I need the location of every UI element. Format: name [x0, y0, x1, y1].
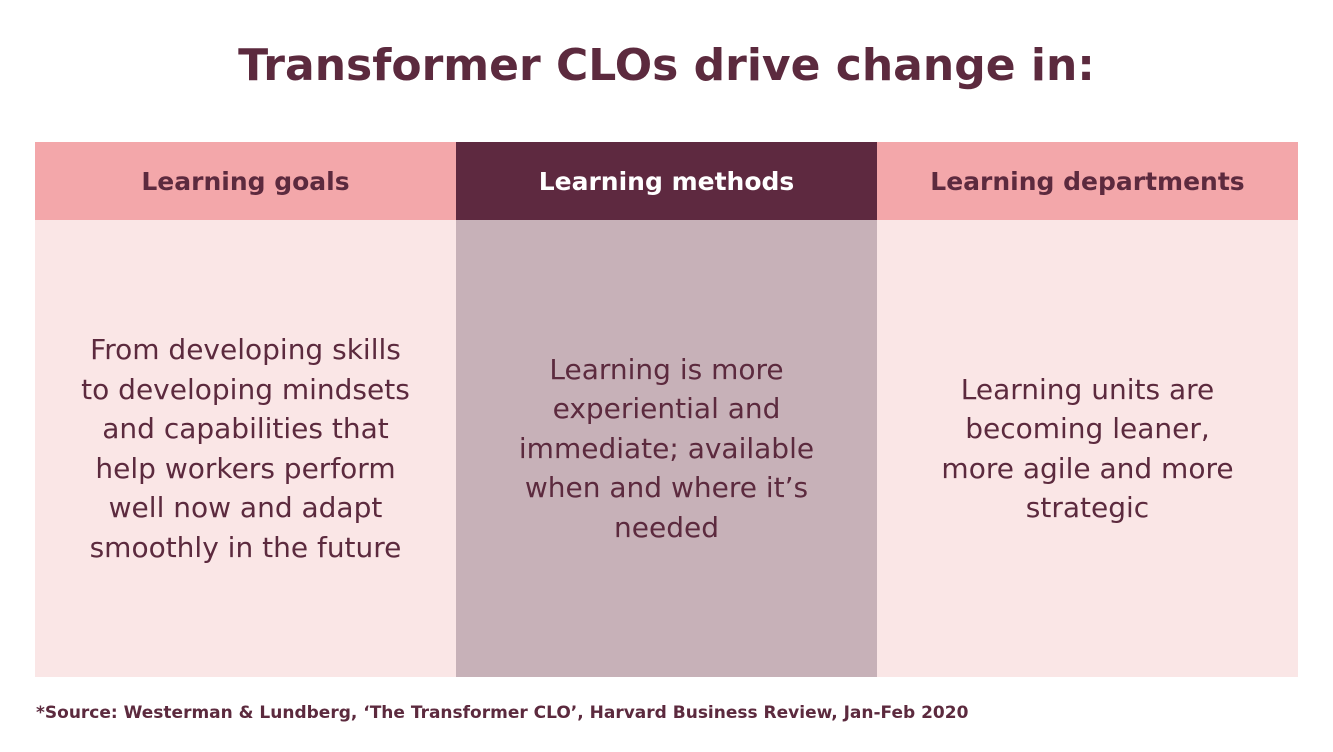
column-header: Learning goals — [35, 142, 456, 220]
column-body: From developing skills to developing min… — [35, 220, 456, 677]
column-header: Learning departments — [877, 142, 1298, 220]
column-body-text: Learning units are becoming leaner, more… — [941, 372, 1234, 525]
column-body: Learning is more experiential and immedi… — [456, 220, 877, 677]
column-learning-goals: Learning goals From developing skills to… — [35, 142, 456, 677]
column-learning-departments: Learning departments Learning units are … — [877, 142, 1298, 677]
column-body-text: From developing skills to developing min… — [81, 333, 410, 564]
column-body-text: Learning is more experiential and immedi… — [518, 352, 815, 544]
column-learning-methods: Learning methods Learning is more experi… — [456, 142, 877, 677]
source-footnote: *Source: Westerman & Lundberg, ‘The Tran… — [36, 703, 969, 723]
page-title: Transformer CLOs drive change in: — [238, 40, 1095, 91]
column-header: Learning methods — [456, 142, 877, 220]
column-body: Learning units are becoming leaner, more… — [877, 220, 1298, 677]
comparison-table: Learning goals From developing skills to… — [35, 142, 1298, 677]
